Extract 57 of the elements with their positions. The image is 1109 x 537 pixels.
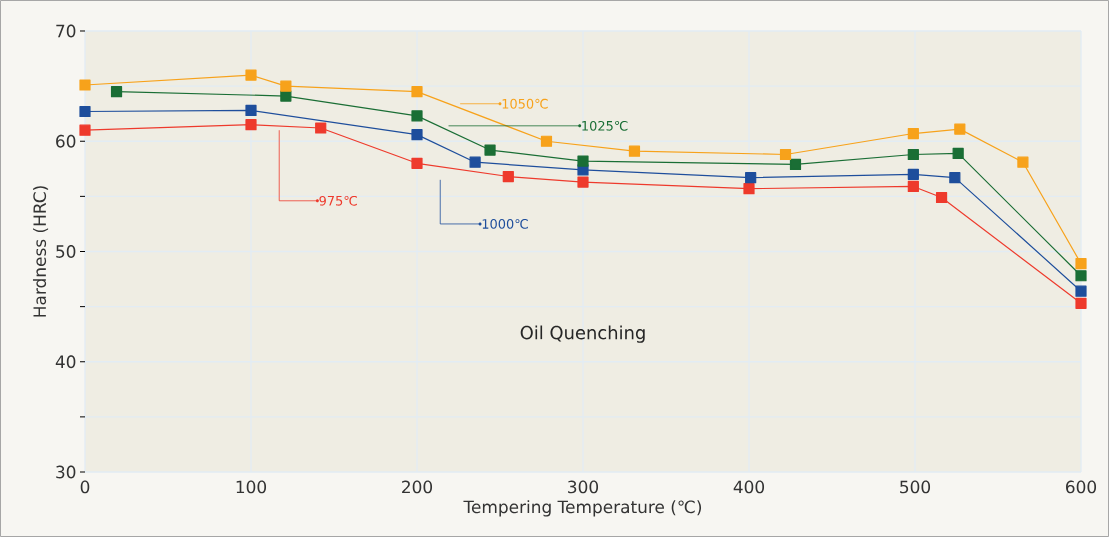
point — [245, 104, 257, 116]
y-tick-label: 40 — [55, 355, 76, 369]
legend-label: 1050℃ — [502, 98, 548, 109]
legend-label: 975℃ — [319, 195, 357, 206]
point — [1075, 285, 1087, 297]
point — [411, 129, 423, 141]
point — [502, 170, 514, 183]
point — [779, 148, 792, 161]
point — [280, 80, 292, 92]
y-axis-title: Hardness (HRC) — [32, 186, 49, 317]
point — [907, 127, 919, 140]
point — [245, 69, 257, 81]
x-tick-label: 400 — [733, 480, 765, 494]
x-tick-label: 0 — [80, 480, 90, 494]
point — [743, 183, 755, 195]
point — [469, 156, 481, 168]
annotation: Oil Quenching — [520, 325, 645, 343]
point — [315, 122, 327, 134]
point — [935, 191, 948, 204]
point — [245, 119, 257, 131]
point — [907, 180, 919, 193]
point — [577, 155, 589, 167]
point — [411, 86, 423, 98]
point — [411, 157, 423, 169]
y-tick-label: 70 — [56, 24, 76, 38]
point — [1075, 270, 1087, 282]
y-tick-label: 50 — [56, 245, 76, 258]
point — [952, 147, 964, 159]
point — [110, 86, 123, 98]
point — [1017, 156, 1029, 168]
point — [577, 176, 589, 188]
point — [79, 79, 91, 91]
x-tick-label: 500 — [900, 480, 931, 494]
point — [280, 90, 292, 102]
point — [907, 168, 919, 180]
y-tick-label: 60 — [56, 134, 76, 148]
x-axis-title: Tempering Temperature (℃) — [463, 500, 702, 517]
point — [954, 123, 966, 135]
y-tick-label: 30 — [56, 465, 76, 479]
x-tick-label: 200 — [402, 480, 433, 494]
x-tick-label: 600 — [1066, 480, 1097, 494]
x-tick-label: 300 — [568, 480, 599, 494]
point — [949, 172, 961, 184]
point — [1075, 297, 1087, 309]
x-tick-label: 100 — [236, 480, 267, 494]
point — [789, 158, 802, 170]
point — [79, 124, 91, 136]
point — [540, 135, 553, 147]
point — [907, 148, 919, 161]
point — [745, 172, 757, 184]
legend-label: 1000℃ — [482, 219, 528, 229]
point — [79, 105, 91, 118]
point — [1075, 258, 1087, 270]
legend-label: 1025℃ — [582, 120, 628, 131]
point — [411, 110, 423, 122]
point — [484, 144, 496, 156]
point — [628, 145, 641, 157]
